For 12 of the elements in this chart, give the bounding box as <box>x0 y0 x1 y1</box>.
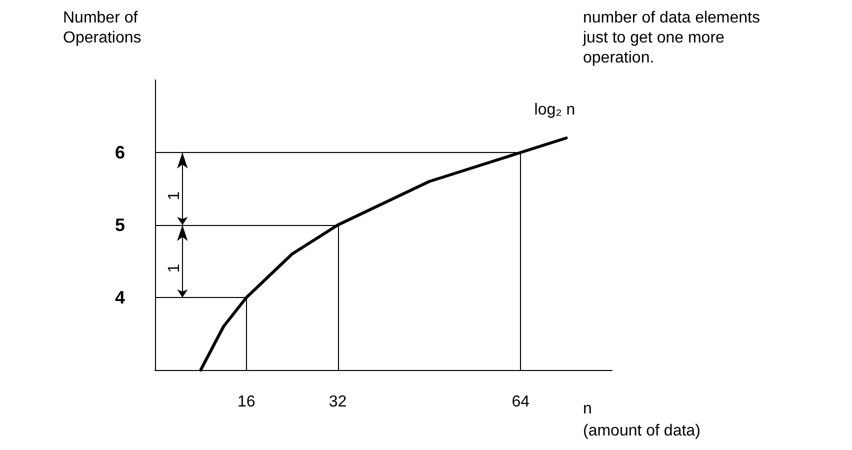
text: number of data elements just to get one more operation. <box>582 10 764 66</box>
y-tick-label: 6 <box>114 142 125 162</box>
annotation: 1 <box>166 264 183 273</box>
series-label: log₂ n <box>534 102 576 118</box>
y-tick-label: 4 <box>114 288 125 308</box>
x-tick-label: 64 <box>512 394 530 410</box>
x-axis-title: n (amount of data) <box>583 400 700 440</box>
x-tick-label: 32 <box>328 394 347 410</box>
y-axis-title: Number of Operations <box>63 10 142 46</box>
annotation: 1 <box>166 191 183 200</box>
x-tick-label: 16 <box>238 394 256 410</box>
y-tick-label: 5 <box>114 215 125 235</box>
